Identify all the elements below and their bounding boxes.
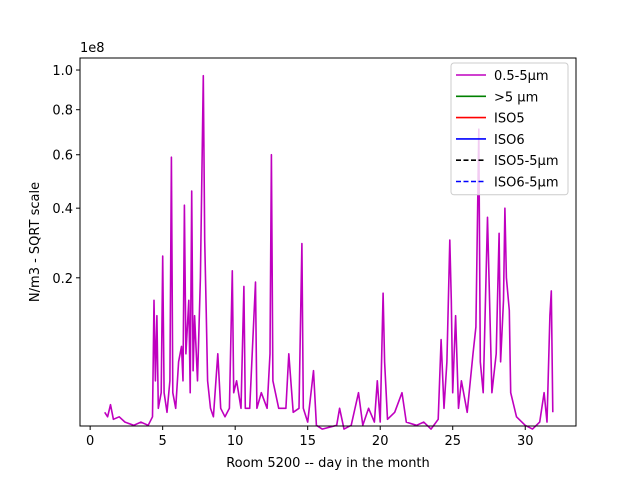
y-tick-label: 0.4	[52, 202, 73, 217]
y-tick-label: 0.8	[52, 104, 73, 119]
data-line	[104, 74, 554, 430]
x-tick-label: 20	[372, 434, 389, 449]
legend-label: ISO5-5µm	[494, 154, 559, 169]
x-tick-label: 30	[517, 434, 534, 449]
y-axis-label: N/m3 - SQRT scale	[28, 182, 43, 302]
x-tick-label: 10	[227, 434, 244, 449]
x-tick-label: 5	[159, 434, 167, 449]
x-tick-label: 15	[299, 434, 316, 449]
legend-label: >5 µm	[494, 90, 538, 105]
x-tick-label: 25	[444, 434, 461, 449]
legend-label: 0.5-5µm	[494, 69, 549, 84]
axes-frame	[79, 57, 577, 427]
y-tick-label: 0.6	[52, 149, 73, 164]
y-offset-label: 1e8	[80, 41, 105, 56]
y-tick-label: 1.0	[52, 64, 73, 79]
x-axis-label: Room 5200 -- day in the month	[226, 456, 430, 471]
legend-label: ISO6	[494, 133, 525, 148]
legend-label: ISO6-5µm	[494, 176, 559, 191]
y-tick-label: 0.2	[52, 272, 73, 287]
x-tick-label: 0	[86, 434, 94, 449]
legend-label: ISO5	[494, 112, 525, 127]
